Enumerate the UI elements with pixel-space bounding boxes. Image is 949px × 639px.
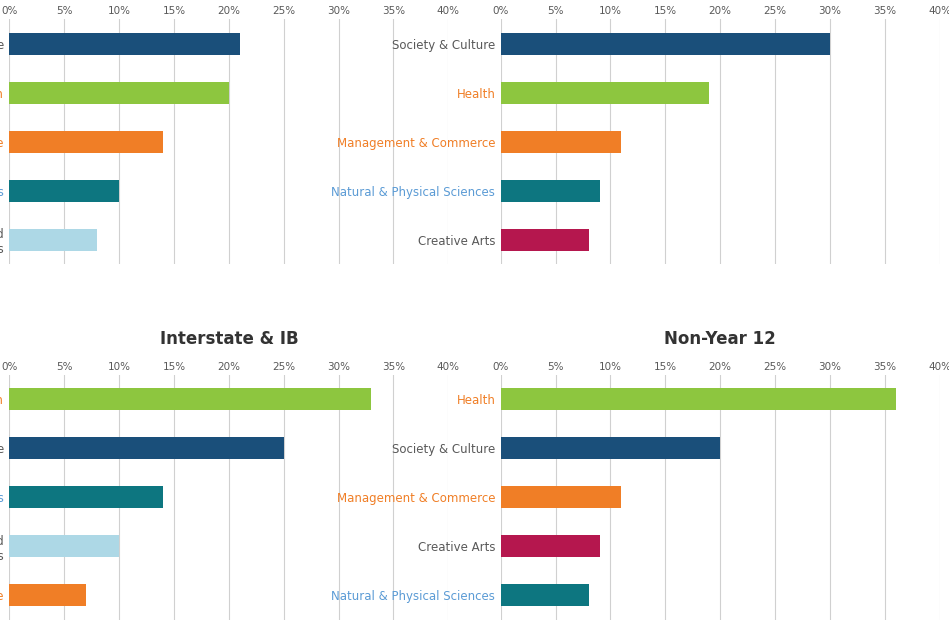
Bar [9,584,86,606]
Title: Interstate & IB: Interstate & IB [159,330,298,348]
Bar [501,437,720,459]
Bar [501,131,622,153]
Bar [501,33,829,55]
Bar [9,437,284,459]
Bar [501,535,600,557]
Bar [9,486,163,508]
Bar [501,180,600,202]
Bar [501,82,709,104]
Bar [9,180,120,202]
Bar [9,229,97,251]
Bar [501,388,896,410]
Bar [9,131,163,153]
Bar [9,33,240,55]
Bar [9,388,371,410]
Bar [9,535,120,557]
Bar [501,229,588,251]
Bar [501,486,622,508]
Title: Non-Year 12: Non-Year 12 [664,330,776,348]
Bar [9,82,229,104]
Bar [501,584,588,606]
